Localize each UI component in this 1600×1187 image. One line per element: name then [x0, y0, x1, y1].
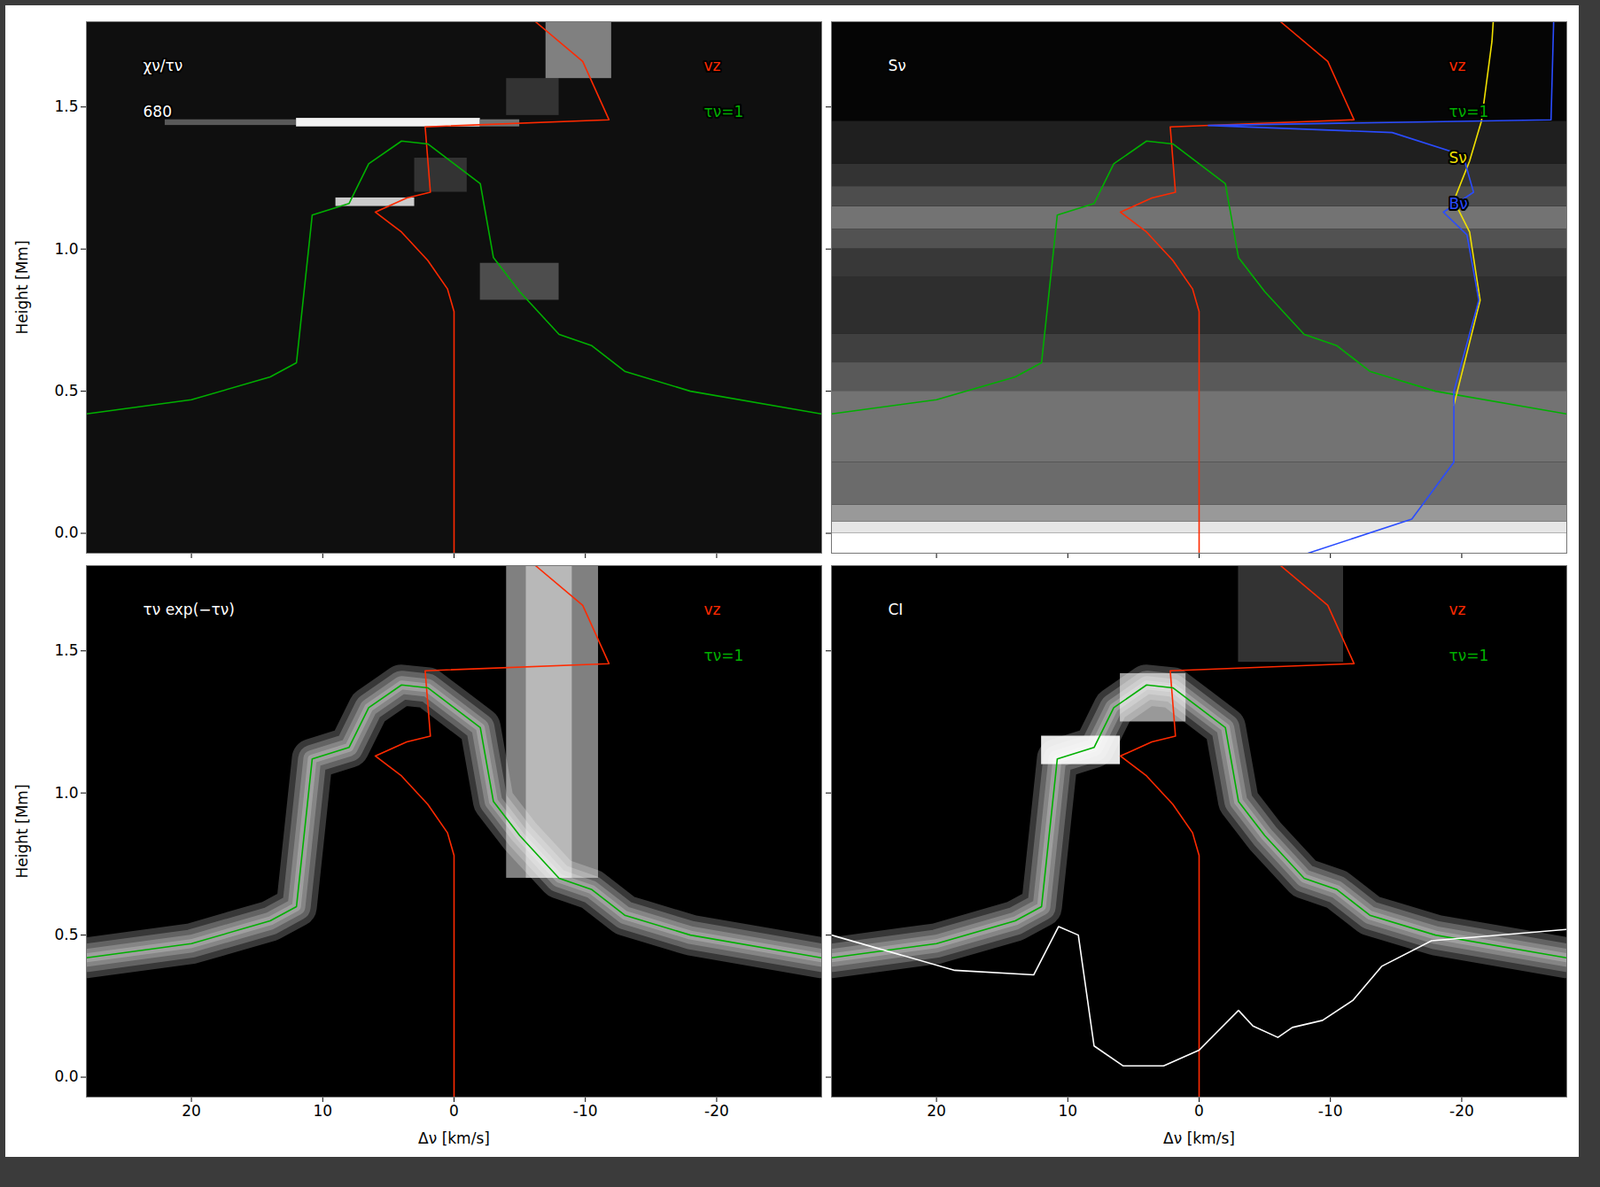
svg-text:1.5: 1.5 — [54, 97, 78, 116]
svg-text:680: 680 — [143, 102, 172, 121]
svg-text:Bν: Bν — [1449, 194, 1468, 213]
svg-text:0.0: 0.0 — [54, 1067, 78, 1086]
svg-text:CI: CI — [888, 600, 904, 619]
svg-text:-10: -10 — [573, 1102, 599, 1120]
svg-text:1.5: 1.5 — [54, 641, 78, 660]
svg-text:τν=1: τν=1 — [1449, 646, 1490, 665]
svg-text:Sν: Sν — [888, 56, 907, 75]
svg-text:Δν [km/s]: Δν [km/s] — [418, 1129, 490, 1148]
svg-text:0: 0 — [1194, 1102, 1204, 1120]
svg-text:20: 20 — [181, 1102, 202, 1120]
svg-text:χν/τν: χν/τν — [143, 56, 184, 75]
svg-text:1.0: 1.0 — [54, 240, 78, 258]
svg-text:Δν [km/s]: Δν [km/s] — [1163, 1129, 1235, 1148]
svg-text:0.5: 0.5 — [54, 925, 78, 944]
svg-text:τν=1: τν=1 — [704, 646, 745, 665]
svg-text:-10: -10 — [1318, 1102, 1344, 1120]
svg-text:Sν: Sν — [1449, 148, 1468, 167]
svg-text:-20: -20 — [1449, 1102, 1475, 1120]
svg-text:10: 10 — [1057, 1102, 1078, 1120]
svg-text:vz: vz — [704, 600, 722, 619]
svg-text:vz: vz — [1449, 600, 1467, 619]
svg-text:vz: vz — [704, 56, 722, 75]
svg-text:τν=1: τν=1 — [1449, 102, 1490, 121]
svg-text:τν=1: τν=1 — [704, 102, 745, 121]
svg-text:τν exp(−τν): τν exp(−τν) — [143, 600, 235, 619]
svg-text:vz: vz — [1449, 56, 1467, 75]
svg-text:0: 0 — [449, 1102, 459, 1120]
svg-text:0.5: 0.5 — [54, 381, 78, 400]
svg-text:Height [Mm]: Height [Mm] — [13, 240, 32, 334]
svg-text:10: 10 — [312, 1102, 333, 1120]
svg-text:Height [Mm]: Height [Mm] — [13, 784, 32, 878]
svg-text:0.0: 0.0 — [54, 523, 78, 542]
svg-text:20: 20 — [926, 1102, 947, 1120]
svg-text:1.0: 1.0 — [54, 784, 78, 802]
svg-text:-20: -20 — [704, 1102, 730, 1120]
